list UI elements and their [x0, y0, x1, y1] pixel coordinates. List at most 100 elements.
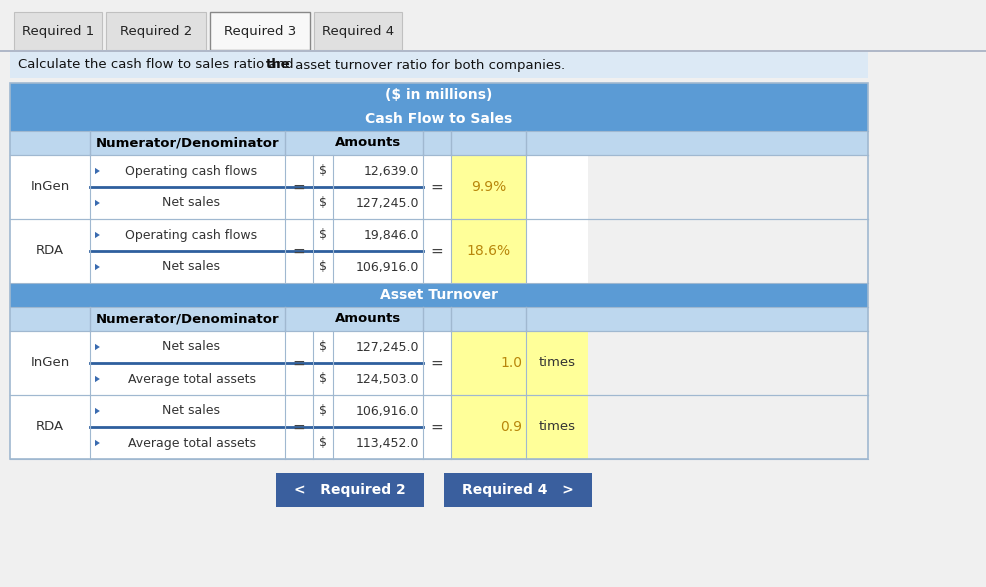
Bar — [285, 395, 313, 459]
Bar — [210, 12, 310, 50]
Bar — [526, 219, 588, 283]
Text: the: the — [266, 59, 291, 72]
Text: =: = — [293, 356, 306, 370]
Bar — [90, 395, 285, 459]
Text: $: $ — [319, 197, 327, 210]
Bar — [10, 52, 868, 78]
Text: Asset Turnover: Asset Turnover — [380, 288, 498, 302]
Bar — [10, 131, 868, 155]
Text: $: $ — [319, 164, 327, 177]
Bar — [423, 219, 451, 283]
Polygon shape — [95, 344, 100, 350]
Text: Average total assets: Average total assets — [127, 373, 255, 386]
Bar — [90, 331, 285, 395]
Bar — [313, 219, 423, 283]
Bar — [423, 395, 451, 459]
Bar — [10, 395, 90, 459]
Text: Operating cash flows: Operating cash flows — [125, 164, 257, 177]
Polygon shape — [95, 408, 100, 414]
Polygon shape — [95, 168, 100, 174]
Polygon shape — [95, 376, 100, 382]
Text: 127,245.0: 127,245.0 — [356, 197, 419, 210]
Text: Average total assets: Average total assets — [127, 437, 255, 450]
Text: Net sales: Net sales — [163, 404, 221, 417]
Text: 12,639.0: 12,639.0 — [364, 164, 419, 177]
Text: Calculate the cash flow to sales ratio and: Calculate the cash flow to sales ratio a… — [18, 59, 298, 72]
Text: times: times — [538, 356, 576, 369]
Text: Net sales: Net sales — [163, 197, 221, 210]
Text: Net sales: Net sales — [163, 340, 221, 353]
Bar — [285, 219, 313, 283]
Text: 9.9%: 9.9% — [471, 180, 506, 194]
Text: 1.0: 1.0 — [500, 356, 522, 370]
Bar — [90, 219, 285, 283]
Text: times: times — [538, 420, 576, 434]
Bar — [10, 219, 90, 283]
Polygon shape — [95, 200, 100, 206]
Text: Operating cash flows: Operating cash flows — [125, 228, 257, 241]
Text: =: = — [293, 180, 306, 194]
Bar — [526, 155, 588, 219]
Text: 19,846.0: 19,846.0 — [364, 228, 419, 241]
Bar — [444, 473, 592, 507]
Text: 113,452.0: 113,452.0 — [356, 437, 419, 450]
Text: =: = — [293, 420, 306, 434]
Text: 124,503.0: 124,503.0 — [356, 373, 419, 386]
Bar — [451, 331, 588, 395]
Text: Net sales: Net sales — [163, 261, 221, 274]
Text: Required 1: Required 1 — [22, 25, 94, 38]
Text: $: $ — [319, 228, 327, 241]
Bar — [10, 307, 868, 331]
Text: $: $ — [319, 437, 327, 450]
Text: InGen: InGen — [31, 180, 70, 194]
Text: <   Required 2: < Required 2 — [294, 483, 406, 497]
Bar — [451, 155, 526, 219]
Text: RDA: RDA — [35, 420, 64, 434]
Bar — [285, 331, 313, 395]
Text: 106,916.0: 106,916.0 — [356, 404, 419, 417]
Text: Amounts: Amounts — [335, 312, 401, 326]
Text: Numerator/Denominator: Numerator/Denominator — [96, 137, 279, 150]
Text: RDA: RDA — [35, 245, 64, 258]
Bar — [90, 155, 285, 219]
Bar — [313, 395, 423, 459]
Text: Required 2: Required 2 — [120, 25, 192, 38]
Bar — [106, 12, 206, 50]
Text: =: = — [293, 244, 306, 258]
Bar — [451, 395, 588, 459]
Bar — [314, 12, 402, 50]
Text: =: = — [431, 356, 444, 370]
Bar — [14, 12, 102, 50]
Bar — [423, 155, 451, 219]
Text: InGen: InGen — [31, 356, 70, 369]
Text: 18.6%: 18.6% — [466, 244, 511, 258]
Bar — [10, 283, 868, 307]
Text: asset turnover ratio for both companies.: asset turnover ratio for both companies. — [291, 59, 565, 72]
Text: Required 4: Required 4 — [322, 25, 394, 38]
Text: $: $ — [319, 340, 327, 353]
Text: =: = — [431, 180, 444, 194]
Text: =: = — [431, 420, 444, 434]
Text: $: $ — [319, 373, 327, 386]
Polygon shape — [95, 264, 100, 270]
Text: $: $ — [319, 261, 327, 274]
Bar — [10, 83, 868, 107]
Text: Cash Flow to Sales: Cash Flow to Sales — [366, 112, 513, 126]
Text: Required 4   >: Required 4 > — [462, 483, 574, 497]
Bar — [423, 331, 451, 395]
Text: Numerator/Denominator: Numerator/Denominator — [96, 312, 279, 326]
Text: 0.9: 0.9 — [500, 420, 522, 434]
Bar — [276, 473, 424, 507]
Bar — [313, 155, 423, 219]
Bar — [10, 155, 90, 219]
Bar — [451, 219, 526, 283]
Text: $: $ — [319, 404, 327, 417]
Polygon shape — [95, 232, 100, 238]
Bar — [313, 331, 423, 395]
Bar — [285, 155, 313, 219]
Text: 106,916.0: 106,916.0 — [356, 261, 419, 274]
Text: Amounts: Amounts — [335, 137, 401, 150]
Bar — [0, 50, 986, 52]
Bar — [10, 107, 868, 131]
Text: =: = — [431, 244, 444, 258]
